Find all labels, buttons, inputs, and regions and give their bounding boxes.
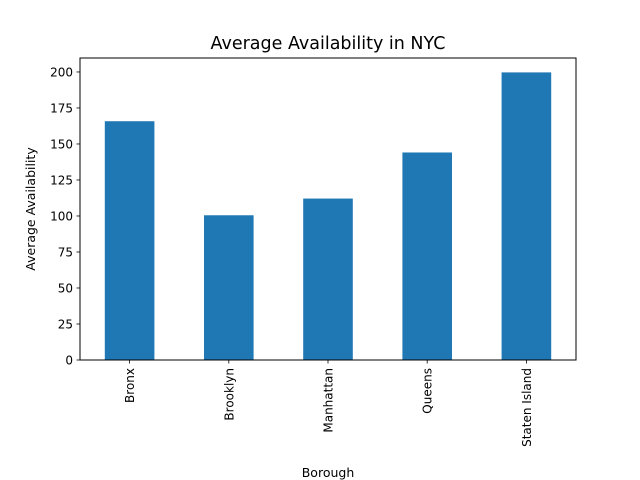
- x-axis: Bronx Brooklyn Manhattan Queens Staten Islan…: [123, 360, 534, 447]
- bar-staten-island: [501, 72, 552, 361]
- chart-title: Average Availability in NYC: [211, 34, 446, 54]
- x-tick-label: Queens: [421, 368, 435, 414]
- y-tick-label: 0: [65, 354, 73, 368]
- bar-bronx: [104, 121, 155, 360]
- x-tick-label: Brooklyn: [222, 368, 236, 421]
- x-tick-label: Bronx: [123, 368, 137, 403]
- x-tick-label: Staten Island: [520, 368, 534, 447]
- y-axis: 0 25 50 75 100 125 150 175 200: [50, 65, 80, 368]
- bar-brooklyn: [204, 215, 254, 360]
- y-tick-label: 125: [50, 173, 73, 187]
- y-tick-label: 75: [58, 245, 73, 259]
- y-tick-label: 25: [58, 317, 73, 331]
- y-tick-label: 175: [50, 101, 73, 115]
- x-tick-label: Manhattan: [322, 368, 336, 433]
- bar-queens: [402, 152, 452, 360]
- y-tick-label: 100: [50, 209, 73, 223]
- bar-manhattan: [303, 198, 353, 360]
- y-axis-label: Average Availability: [23, 147, 38, 271]
- bars-group: [104, 72, 552, 361]
- y-tick-label: 150: [50, 137, 73, 151]
- y-tick-label: 50: [58, 281, 73, 295]
- x-axis-label: Borough: [302, 465, 355, 480]
- y-tick-label: 200: [50, 65, 73, 79]
